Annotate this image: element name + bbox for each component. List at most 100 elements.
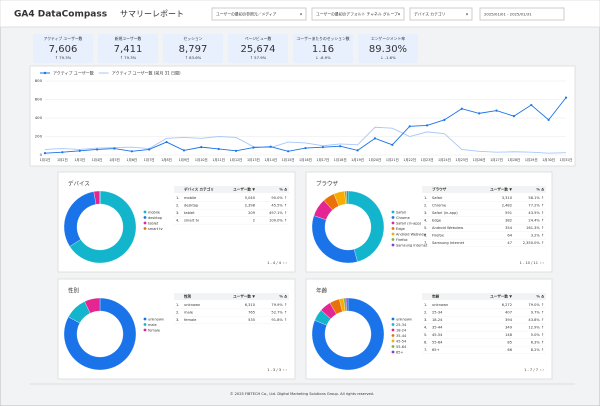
date-picker[interactable]	[479, 7, 565, 21]
x-tick-label: 1月13日	[247, 158, 260, 162]
row-users: 765	[248, 311, 255, 315]
data-point	[217, 147, 220, 151]
donut-slice	[345, 297, 349, 312]
pager-arrows[interactable]: ‹ ›	[540, 261, 545, 265]
row-change: 58.1% ↑	[528, 196, 544, 200]
row-name: Edge	[432, 219, 442, 223]
kpi-label: セッション	[184, 36, 203, 41]
data-point	[200, 146, 203, 149]
data-point	[460, 107, 463, 110]
row-name: 18-24	[432, 318, 443, 322]
row-rank: 3.	[176, 318, 179, 322]
panel-title: 年齢	[316, 287, 328, 295]
legend-dot	[143, 216, 147, 219]
x-tick-label: 1月16日	[299, 158, 312, 162]
row-name: Chrome	[432, 204, 447, 208]
kpi-label: アクティブ ユーザー数	[44, 36, 83, 41]
pager-arrows[interactable]: ‹ ›	[283, 261, 288, 265]
data-point	[61, 151, 64, 154]
data-point	[43, 152, 47, 155]
row-users: 6,310	[245, 303, 256, 307]
row-change: 45.5% ↑	[271, 204, 287, 208]
row-name: Android Webview	[432, 226, 463, 230]
row-rank: 2.	[176, 311, 179, 315]
legend-label: アクティブ ユーザー数	[53, 70, 94, 76]
row-rank: 4.	[176, 219, 179, 223]
data-point	[373, 137, 377, 140]
row-name: tablet	[184, 211, 195, 215]
legend-label: unknown	[148, 317, 164, 321]
legend-dot	[391, 210, 395, 214]
table-header: ユーザー数 ▼	[490, 187, 512, 192]
date-range: 2025/01/01 - 2025/01/31	[484, 12, 532, 17]
filter-dropdown[interactable]	[211, 7, 307, 21]
legend-label: アクティブ ユーザー数 (前月 31 日間)	[112, 70, 181, 76]
x-tick-label: 1月4日	[92, 158, 103, 162]
data-point	[495, 109, 498, 112]
x-tick-label: 1月8日	[161, 158, 172, 162]
row-name: Samsung Internet	[432, 241, 465, 245]
kpi-change: ↓ -1.6%	[380, 55, 396, 60]
filter-dropdown[interactable]	[409, 7, 473, 21]
x-tick-label: 1月7日	[144, 158, 155, 162]
x-tick-label: 1月9日	[179, 158, 190, 162]
y-tick-label: 800	[35, 78, 43, 83]
filter-dropdown[interactable]	[311, 7, 405, 21]
logo: GA4 DataCompass	[14, 10, 107, 20]
x-tick-label: 1月24日	[438, 158, 451, 162]
row-name: unknown	[432, 303, 448, 307]
data-point	[478, 112, 481, 115]
legend-label: Edge	[396, 227, 405, 231]
row-rank: 2.	[176, 204, 179, 208]
row-name: mobile	[184, 196, 197, 200]
data-point	[113, 147, 116, 150]
legend-dot	[143, 210, 147, 214]
table-header-bg	[422, 293, 546, 300]
row-users: 354	[505, 226, 513, 230]
legend-dot	[391, 238, 395, 241]
x-tick-label: 1月15日	[282, 158, 295, 162]
row-change: 497.1% ↑	[269, 211, 287, 215]
x-tick-label: 1月2日	[57, 158, 68, 162]
row-name: desktop	[184, 204, 199, 208]
table-header: ブラウザ	[432, 187, 447, 192]
table-header: 性別	[183, 294, 192, 299]
table-header: デバイス カテゴリ	[184, 187, 214, 192]
data-point	[564, 96, 568, 99]
filter-label: ユーザーの最初のデフォルト チャネル グループ	[316, 12, 398, 17]
data-point	[512, 115, 516, 118]
row-rank: 7.	[424, 348, 427, 352]
kpi-change: ↑ 79.3%	[55, 55, 72, 60]
x-tick-label: 1月11日	[212, 158, 225, 162]
series-line	[44, 126, 567, 154]
pager-arrows[interactable]: ‹ ›	[283, 368, 288, 372]
row-rank: 5.	[424, 333, 427, 337]
kpi-value: 7,411	[114, 44, 143, 55]
data-point	[165, 140, 168, 144]
row-users: 591	[505, 211, 512, 215]
row-users: 382	[505, 219, 512, 223]
row-change: 79.9% ↑	[271, 303, 287, 307]
dropdown-arrow: ▾	[300, 12, 302, 17]
row-name: 65+	[432, 348, 440, 352]
kpi-label: 新規ユーザー数	[115, 36, 142, 41]
data-point	[182, 149, 186, 152]
row-rank: 1.	[176, 196, 179, 200]
legend-dot	[391, 243, 395, 247]
kpi-card	[98, 34, 158, 63]
kpi-value: 1.16	[312, 44, 334, 55]
dropdown-arrow: ▾	[466, 12, 468, 17]
data-point	[269, 145, 272, 148]
row-users: 66	[507, 348, 512, 352]
donut-slice	[84, 297, 101, 314]
y-tick-label: 600	[35, 97, 43, 102]
kpi-card	[358, 34, 418, 63]
data-point	[130, 150, 133, 153]
legend-label: 35-44	[396, 334, 407, 338]
pager-arrows[interactable]: ‹ ›	[540, 368, 545, 372]
row-change: 52.7% ↑	[271, 311, 287, 315]
row-users: 349	[505, 326, 513, 330]
legend-dot	[391, 317, 395, 321]
x-tick-label: 1月20日	[369, 158, 382, 162]
